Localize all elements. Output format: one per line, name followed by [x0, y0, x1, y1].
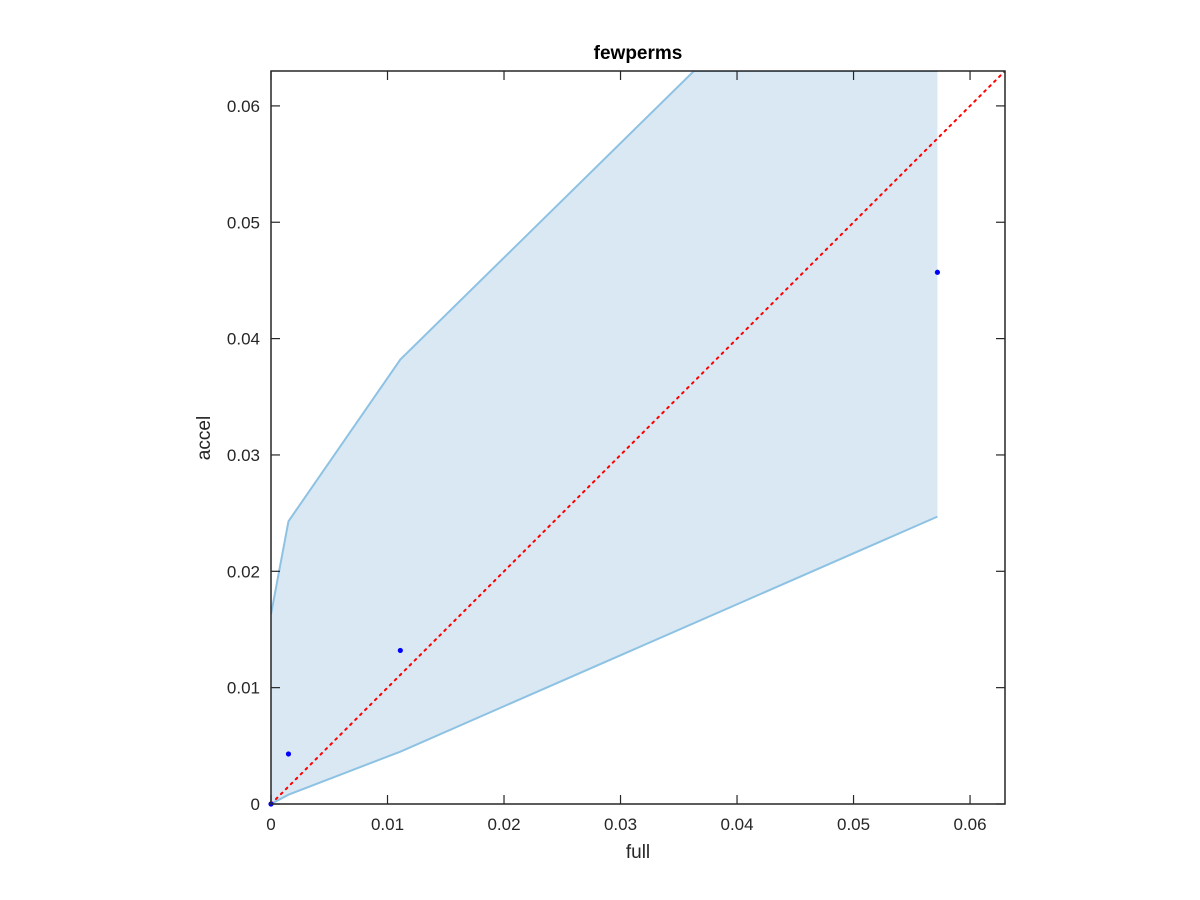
y-tick-label: 0.03 [227, 446, 260, 465]
identity-line [271, 71, 1005, 804]
band-upper-edge [271, 71, 938, 615]
y-tick-label: 0.02 [227, 562, 260, 581]
data-point [397, 647, 403, 654]
data-point [934, 269, 941, 275]
y-tick-label: 0.04 [227, 330, 260, 349]
y-tick-label: 0.06 [227, 97, 260, 116]
x-tick-label: 0.06 [954, 815, 987, 834]
y-tick-label: 0.01 [227, 679, 260, 698]
axes-box [270, 70, 1006, 805]
y-axis-label: accel [194, 416, 215, 460]
x-tick-label: 0.04 [720, 815, 753, 834]
y-tick-label: 0 [251, 795, 260, 814]
confidence-band [271, 71, 938, 804]
x-tick-label: 0.03 [604, 815, 637, 834]
band-lower-edge [271, 515, 938, 804]
x-tick-label: 0 [266, 815, 275, 834]
x-tick-label: 0.05 [837, 815, 870, 834]
data-point [285, 751, 292, 757]
y-tick-label: 0.05 [227, 213, 260, 232]
x-tick-label: 0.01 [371, 815, 404, 834]
x-axis-label: full [626, 842, 650, 863]
x-tick-label: 0.02 [487, 815, 520, 834]
plot-area: 0 0.01 0.02 0.03 0.04 0.05 0.06 0 0.01 0.02 0.03 0.… [227, 70, 1006, 834]
chart-title: fewperms [594, 43, 683, 64]
